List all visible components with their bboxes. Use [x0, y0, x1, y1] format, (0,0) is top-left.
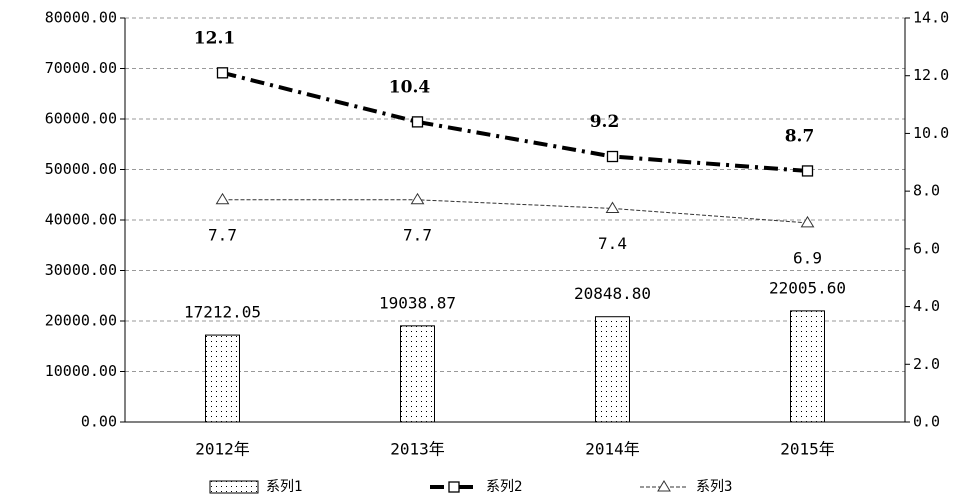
data-label: 9.2	[590, 112, 620, 132]
y2-tick-label: 0.0	[913, 413, 940, 431]
y2-tick-label: 4.0	[913, 297, 940, 315]
y-tick-label: 40000.00	[45, 211, 117, 229]
marker	[657, 480, 671, 492]
legend-swatch	[209, 480, 259, 494]
y-tick-label: 0.00	[81, 413, 117, 431]
y-tick-label: 30000.00	[45, 261, 117, 279]
y2-tick-label: 2.0	[913, 355, 940, 373]
x-tick-label: 2015年	[780, 440, 835, 459]
data-label: 10.4	[389, 77, 431, 97]
legend-label: 系列3	[696, 479, 732, 495]
x-tick-label: 2014年	[585, 440, 640, 459]
marker	[605, 201, 620, 213]
data-label: 19038.87	[379, 293, 456, 312]
y2-tick-label: 14.0	[913, 9, 949, 27]
y2-tick-label: 10.0	[913, 124, 949, 142]
line	[222, 199, 808, 224]
bar	[790, 310, 825, 423]
y-tick-label: 10000.00	[45, 362, 117, 380]
data-label: 6.9	[793, 248, 822, 267]
line	[222, 70, 808, 173]
data-label: 8.7	[785, 126, 815, 146]
marker	[800, 215, 815, 228]
legend-label: 系列2	[486, 479, 522, 495]
data-label: 12.1	[194, 28, 235, 48]
data-label: 7.4	[598, 234, 627, 253]
marker	[606, 150, 619, 163]
y2-tick-label: 12.0	[913, 66, 949, 84]
y-tick-label: 80000.00	[45, 9, 117, 27]
data-label: 20848.80	[574, 284, 651, 303]
bar	[595, 316, 630, 423]
y-tick-label: 70000.00	[45, 59, 117, 77]
bar	[400, 325, 435, 423]
data-label: 22005.60	[769, 278, 846, 297]
y2-tick-label: 6.0	[913, 239, 940, 257]
y-tick-label: 20000.00	[45, 312, 117, 330]
x-tick-label: 2013年	[390, 440, 445, 459]
marker	[801, 165, 814, 177]
data-label: 7.7	[403, 225, 432, 244]
data-label: 7.7	[208, 225, 237, 244]
data-label: 17212.05	[184, 303, 261, 322]
y-tick-label: 60000.00	[45, 110, 117, 128]
y2-tick-label: 8.0	[913, 182, 940, 200]
bar	[205, 334, 240, 423]
x-tick-label: 2012年	[195, 440, 250, 459]
y-tick-label: 50000.00	[45, 160, 117, 178]
legend-label: 系列1	[266, 479, 302, 495]
marker	[411, 116, 424, 128]
marker	[410, 192, 425, 205]
marker	[448, 481, 460, 493]
marker	[215, 192, 230, 205]
marker	[216, 67, 229, 79]
